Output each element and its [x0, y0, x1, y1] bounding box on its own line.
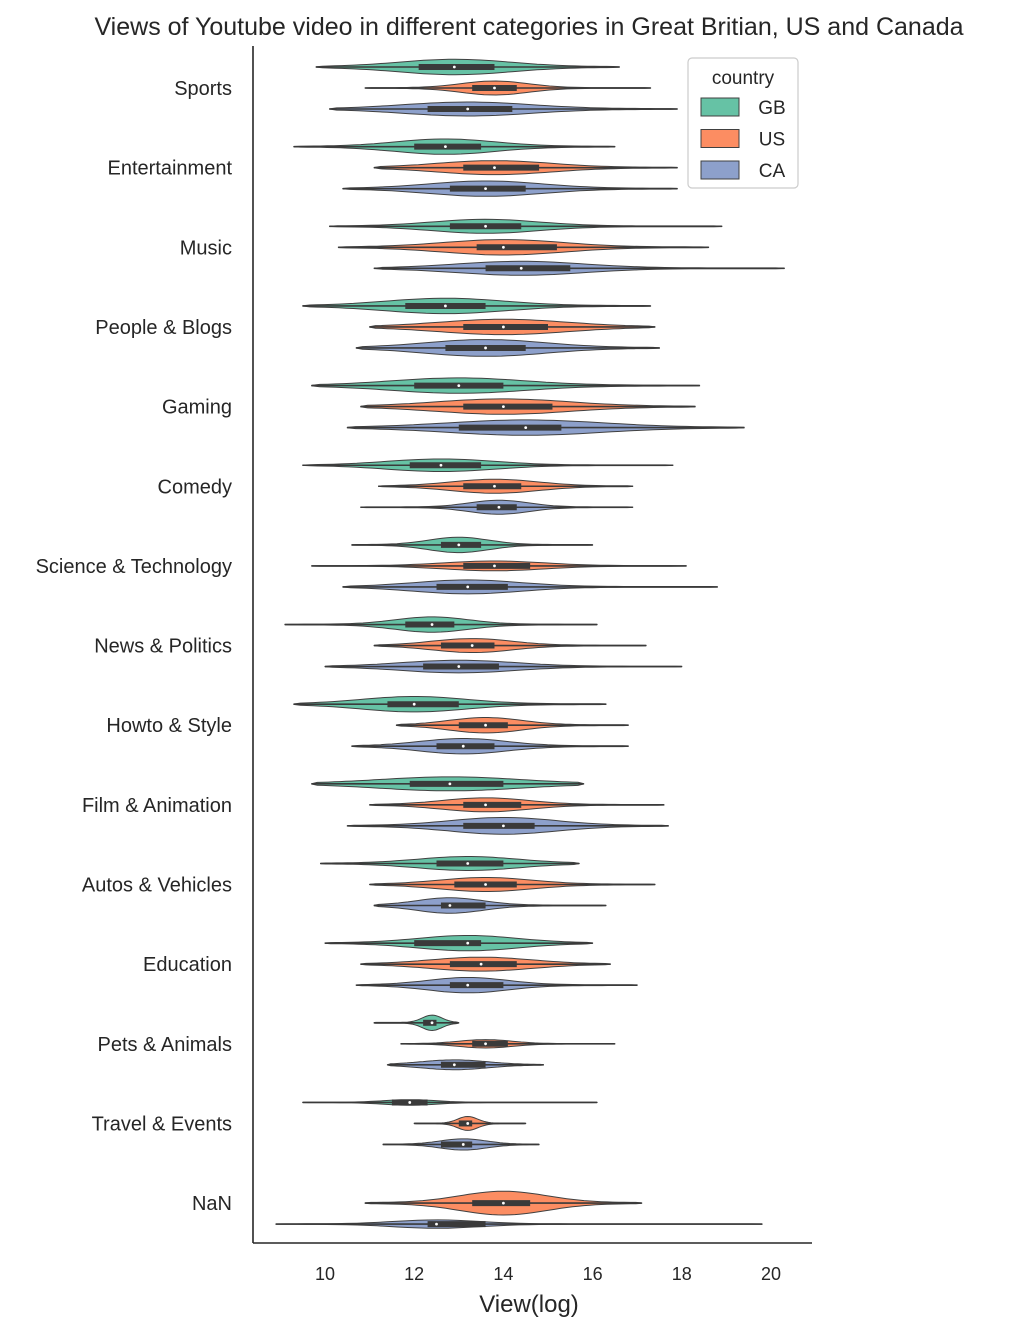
- x-tick-label-14: 14: [493, 1264, 513, 1284]
- violin-us-entertainment-median: [493, 166, 496, 170]
- y-tick-label-sports: Sports: [174, 78, 232, 100]
- y-tick-label-music: Music: [180, 237, 232, 259]
- violin-ca-pets-animals-median: [452, 1063, 456, 1067]
- violin-ca-entertainment-median: [484, 187, 487, 191]
- violin-ca-autos-vehicles-median: [448, 904, 452, 907]
- y-tick-label-comedy: Comedy: [158, 476, 232, 498]
- chart-title: Views of Youtube video in different cate…: [94, 13, 963, 41]
- y-tick-label-pets-animals: Pets & Animals: [97, 1034, 232, 1056]
- violin-gb-education-median: [466, 941, 470, 945]
- legend-swatch-ca: [700, 160, 740, 180]
- violin-ca-science-technology-median: [466, 585, 470, 589]
- y-tick-label-howto-style: Howto & Style: [106, 715, 232, 737]
- violin-us-science-technology-median: [493, 564, 496, 568]
- violin-gb-travel-events-median: [408, 1101, 412, 1104]
- y-tick-label-people-blogs: People & Blogs: [95, 317, 232, 339]
- y-tick-label-science-technology: Science & Technology: [36, 556, 232, 578]
- violin-ca-gaming-median: [524, 426, 528, 429]
- violin-gb-comedy-median: [439, 463, 443, 467]
- legend-label-ca: CA: [759, 161, 786, 182]
- violin-gb-film-animation-median: [448, 782, 452, 786]
- x-tick-label-18: 18: [672, 1264, 692, 1284]
- violin-us-sports-median: [493, 86, 496, 90]
- violin-us-comedy-median: [493, 484, 496, 488]
- violin-ca-news-politics-median: [457, 665, 461, 668]
- x-tick-label-20: 20: [761, 1264, 781, 1284]
- violin-us-nan-median: [502, 1201, 505, 1205]
- violin-us-education-median: [479, 962, 483, 966]
- x-axis-label: View(log): [479, 1291, 579, 1318]
- violin-ca-travel-events-median: [461, 1143, 465, 1146]
- violin-us-gaming-median: [502, 405, 505, 408]
- legend-swatch-gb: [700, 97, 740, 117]
- violin-gb-autos-vehicles-median: [466, 862, 470, 865]
- violin-gb-people-blogs-median: [444, 304, 447, 308]
- x-tick-label-12: 12: [404, 1264, 424, 1284]
- y-tick-label-entertainment: Entertainment: [107, 158, 232, 180]
- violin-ca-sports-median: [466, 107, 470, 111]
- legend-frame: [687, 57, 799, 189]
- y-tick-label-gaming: Gaming: [162, 397, 232, 419]
- violin-us-travel-events-median: [466, 1122, 470, 1125]
- violin-us-pets-animals-median: [484, 1042, 487, 1046]
- y-tick-label-nan: NaN: [192, 1193, 232, 1215]
- violin-us-howto-style-median: [484, 723, 487, 727]
- violin-gb-sports-median: [452, 65, 456, 69]
- violin-gb-news-politics-median: [430, 623, 434, 626]
- y-tick-label-film-animation: Film & Animation: [82, 795, 232, 817]
- violin-ca-music-median: [519, 266, 523, 270]
- legend-title: country: [712, 68, 775, 89]
- legend-swatch-us: [700, 129, 740, 148]
- x-tick-label-10: 10: [315, 1264, 335, 1284]
- violin-us-news-politics-median: [470, 644, 474, 647]
- x-tick-labels: 10 12 14 16 18 20: [315, 1264, 781, 1284]
- y-tick-label-news-politics: News & Politics: [94, 636, 232, 658]
- y-tick-label-travel-events: Travel & Events: [92, 1113, 232, 1135]
- violin-plot-area: [275, 58, 785, 1229]
- y-tick-label-education: Education: [143, 954, 232, 976]
- y-tick-label-autos-vehicles: Autos & Vehicles: [82, 875, 232, 897]
- legend: country GB US CA: [687, 57, 799, 189]
- violin-gb-entertainment-median: [444, 145, 447, 149]
- legend-label-gb: GB: [758, 98, 785, 119]
- violin-us-film-animation-median: [484, 803, 487, 807]
- legend-label-us: US: [759, 130, 785, 151]
- violin-gb-gaming-median: [457, 384, 461, 387]
- violin-gb-music-median: [484, 224, 487, 228]
- violin-gb-science-technology-median: [457, 543, 461, 547]
- violin-us-autos-vehicles-median: [484, 883, 487, 886]
- violin-ca-film-animation-median: [502, 824, 505, 828]
- violin-us-music-median: [502, 245, 505, 249]
- violin-gb-howto-style-median: [412, 702, 416, 706]
- y-tick-labels: Sports Entertainment Music People & Blogs Ga…: [36, 78, 233, 1215]
- violin-gb-pets-animals-median: [430, 1021, 434, 1025]
- violin-ca-education-median: [466, 983, 470, 987]
- violin-us-people-blogs-median: [502, 325, 505, 329]
- violin-ca-nan-median: [435, 1222, 438, 1226]
- violin-ca-people-blogs-median: [484, 346, 487, 350]
- violin-ca-howto-style-median: [461, 744, 465, 748]
- violin-ca-comedy-median: [497, 505, 501, 509]
- x-tick-label-16: 16: [583, 1264, 603, 1284]
